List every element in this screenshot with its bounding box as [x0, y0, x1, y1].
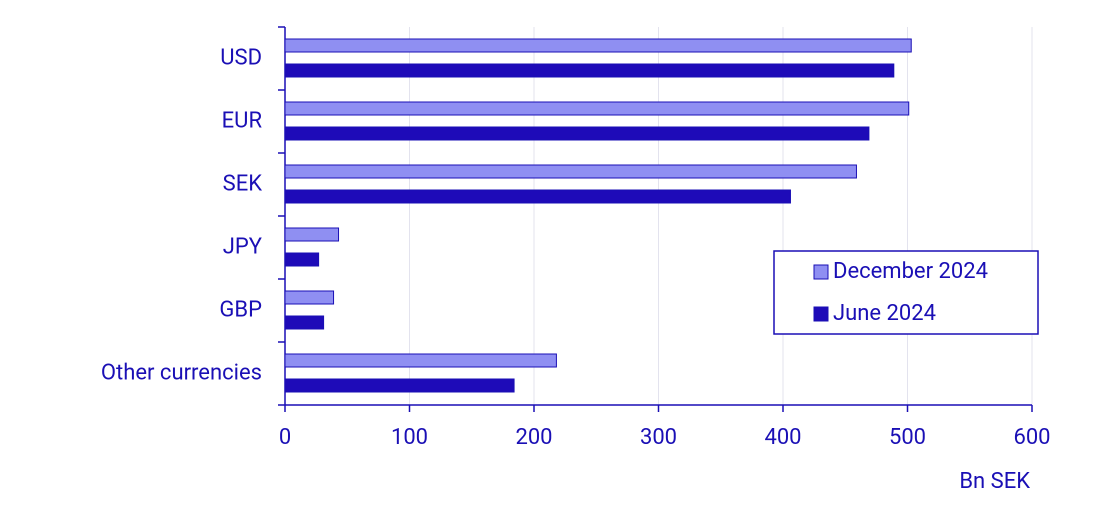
- x-tick-label: 200: [515, 425, 552, 450]
- bar: [284, 252, 320, 267]
- bar: [284, 189, 791, 204]
- legend-swatch: [813, 264, 829, 280]
- bar: [284, 378, 515, 393]
- y-tick-label: GBP: [219, 297, 262, 322]
- bar: [284, 164, 857, 179]
- x-tick-label: 500: [889, 425, 926, 450]
- legend-label: December 2024: [833, 259, 988, 284]
- legend-swatch: [813, 306, 829, 322]
- bar: [284, 315, 325, 330]
- y-tick-label: JPY: [223, 234, 263, 259]
- x-tick-label: 100: [391, 425, 428, 450]
- x-tick-label: 400: [764, 425, 801, 450]
- bar: [284, 290, 335, 305]
- bar: [284, 63, 895, 78]
- bar: [284, 227, 340, 242]
- y-tick-label: Other currencies: [101, 360, 262, 385]
- x-tick-label: 600: [1013, 425, 1050, 450]
- x-tick-label: 300: [640, 425, 677, 450]
- bar: [284, 353, 557, 368]
- x-tick-label: 0: [279, 425, 291, 450]
- y-tick-label: EUR: [222, 108, 263, 133]
- bar: [284, 38, 912, 53]
- legend-label: June 2024: [833, 301, 936, 326]
- x-axis-label: Bn SEK: [959, 469, 1030, 494]
- bar: [284, 101, 910, 116]
- y-tick-label: USD: [220, 45, 262, 70]
- y-tick-label: SEK: [223, 171, 263, 196]
- bar: [284, 126, 870, 141]
